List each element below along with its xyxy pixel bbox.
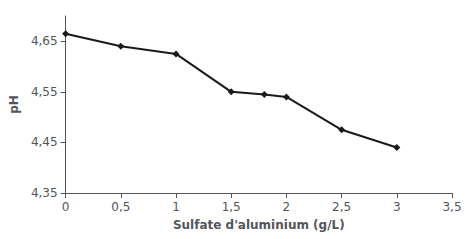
svg-text:4,35: 4,35: [31, 186, 58, 200]
svg-text:3,5: 3,5: [442, 200, 461, 214]
svg-text:pH: pH: [7, 95, 21, 114]
svg-text:2: 2: [283, 200, 291, 214]
svg-text:4,65: 4,65: [31, 34, 58, 48]
svg-text:3: 3: [393, 200, 401, 214]
svg-text:4,45: 4,45: [31, 135, 58, 149]
svg-text:Sulfate d'aluminium (g/L): Sulfate d'aluminium (g/L): [173, 218, 345, 232]
svg-text:1: 1: [172, 200, 180, 214]
svg-text:1,5: 1,5: [222, 200, 241, 214]
svg-text:2,5: 2,5: [332, 200, 351, 214]
svg-text:0,5: 0,5: [111, 200, 130, 214]
svg-text:0: 0: [62, 200, 70, 214]
svg-text:4,55: 4,55: [31, 85, 58, 99]
